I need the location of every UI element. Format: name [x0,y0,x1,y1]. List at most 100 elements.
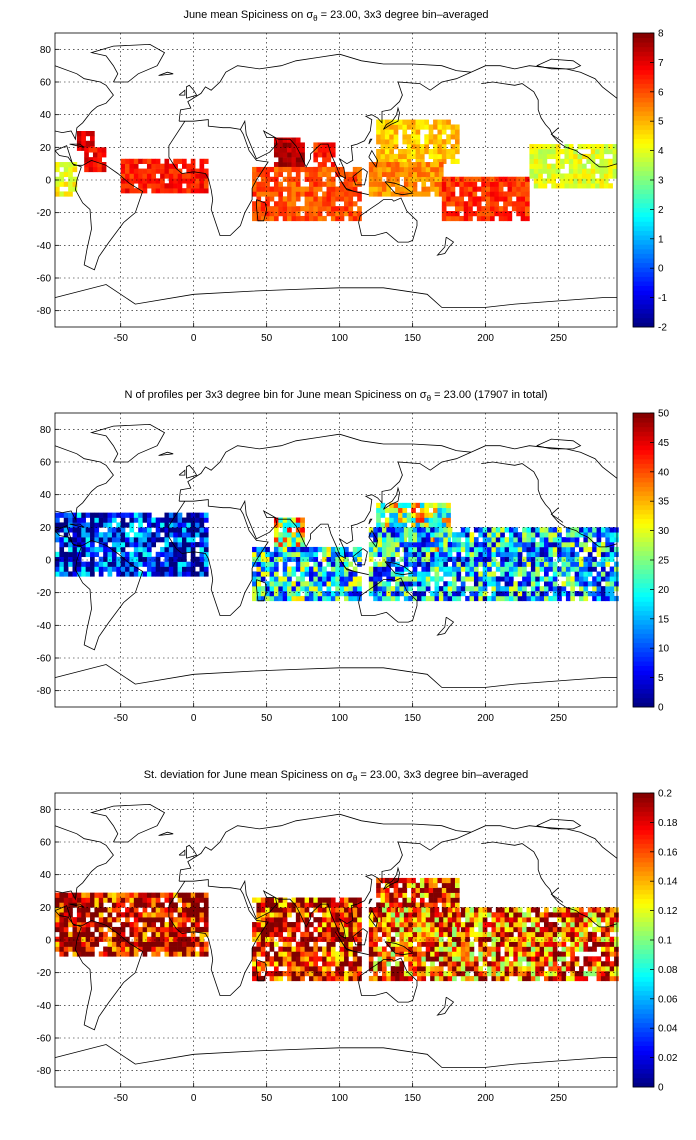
data-cell [129,556,135,562]
data-cell [256,566,262,572]
data-cell [609,961,615,967]
data-cell [186,892,192,898]
data-cell [574,917,580,923]
data-cell [330,971,336,977]
data-cell [530,917,536,923]
data-cell [282,561,288,567]
coastline [255,959,268,982]
data-cell [408,171,413,178]
data-cell [390,946,396,952]
data-cell [390,971,396,977]
data-cell [199,178,205,184]
data-cell [142,551,148,558]
data-cell [544,971,549,977]
data-cell [142,561,148,567]
data-cell [408,961,413,967]
data-cell [574,561,580,567]
data-cell [389,148,394,155]
data-cell [313,191,319,197]
data-cell [443,922,448,928]
data-cell [452,936,457,942]
data-cell [377,551,383,558]
data-cell [389,502,394,509]
data-cell [260,595,266,602]
data-cell [614,912,619,918]
data-cell [173,561,178,567]
data-cell [583,527,589,533]
coastline [436,616,455,636]
data-cell [273,171,279,178]
data-cell [300,581,305,587]
data-cell [55,186,60,192]
data-cell [287,566,292,572]
data-cell [395,176,400,182]
data-cell [300,147,305,153]
data-cell [395,546,400,553]
data-cell [603,178,609,184]
data-cell [425,542,431,548]
data-cell [495,586,501,592]
data-cell [335,931,340,938]
colorbar-band [633,51,654,57]
data-cell [548,551,554,558]
data-cell [447,912,453,918]
data-cell [614,571,619,577]
data-cell [389,134,394,140]
data-cell [373,917,378,923]
data-cell [415,522,421,528]
data-cell [300,546,305,553]
data-cell [441,206,447,212]
data-cell [395,922,400,928]
data-cell [443,951,448,957]
data-cell [411,902,416,908]
data-cell [513,966,519,972]
data-cell [491,527,497,533]
data-cell [278,191,284,197]
coastline [481,841,618,928]
data-cell [155,941,161,947]
data-cell [408,546,413,553]
data-cell [84,166,89,173]
colorbar-band [633,907,654,913]
data-cell [381,922,387,928]
data-cell [368,181,374,187]
colorbar-tick-label: 2 [658,205,664,216]
data-cell [76,571,82,577]
data-cell [447,527,453,533]
data-cell [533,178,539,184]
colorbar-band [633,463,654,469]
data-cell [579,581,584,587]
data-cell [535,975,540,982]
data-cell [326,926,332,933]
data-cell [68,907,73,913]
data-cell [368,936,374,942]
data-cell [177,917,183,923]
data-cell [403,971,409,977]
data-cell [454,926,460,933]
data-cell [539,956,545,962]
data-cell [522,546,527,553]
data-cell [282,137,288,143]
data-cell [478,556,483,562]
data-cell [446,201,451,207]
data-cell [490,201,495,207]
coastline [368,909,379,928]
data-cell [403,922,409,928]
data-cell [450,201,456,207]
data-cell [450,153,456,160]
data-cell [313,951,319,957]
data-cell [278,926,284,933]
data-cell [352,926,358,933]
data-cell [368,961,374,967]
data-cell [425,971,431,977]
data-cell [482,595,488,602]
data-cell [199,188,205,194]
data-cell [434,946,440,952]
data-cell [526,907,532,913]
data-cell [408,556,413,562]
data-cell [583,946,589,952]
data-cell [151,912,157,918]
data-cell [473,551,479,558]
data-cell [535,922,540,928]
data-cell [335,571,340,577]
